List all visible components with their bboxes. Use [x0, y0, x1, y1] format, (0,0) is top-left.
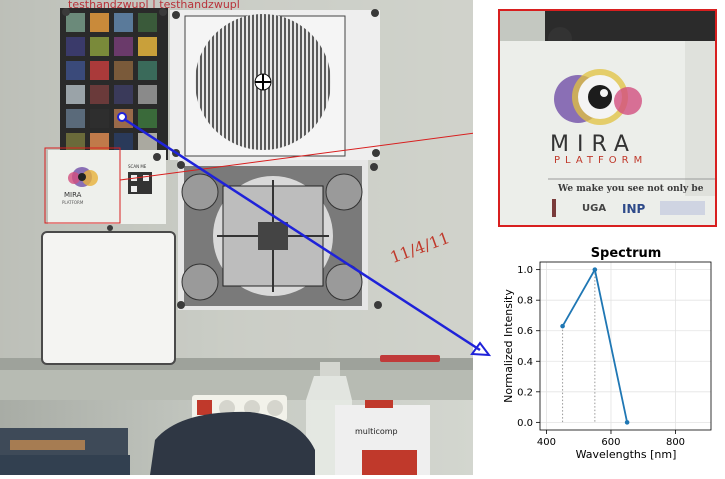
color-checker [60, 8, 168, 160]
x-tick-label: 600 [601, 437, 620, 448]
x-tick-label: 800 [666, 437, 685, 448]
color-patch [138, 61, 157, 80]
color-patch [114, 37, 133, 56]
poster-brand-bottom: PLATFORM [62, 200, 84, 205]
color-patch [66, 109, 85, 128]
spectrum-plot: Spectrum 400 600 800 0.0 0.2 0.4 0.6 0.8 1.0 Wav… [502, 246, 712, 461]
color-patch [138, 109, 157, 128]
marker-arrow-head [470, 341, 492, 357]
color-patch [90, 13, 109, 32]
resolution-test-chart [178, 160, 368, 310]
y-tick-label: 1.0 [517, 265, 533, 276]
small-whiteboard [41, 231, 176, 365]
camera-scene: testhandzwupl | testhandzwupl MIRA PLATF… [0, 0, 473, 475]
y-axis-label: Normalized Intensity [502, 289, 515, 403]
sample-point-marker[interactable] [117, 112, 127, 122]
color-patch [90, 37, 109, 56]
zoom-logo-uga: UGA [582, 203, 606, 214]
chart-title: Spectrum [591, 246, 662, 261]
zoom-logo-inp: INP [622, 202, 646, 216]
chart-grid [540, 262, 711, 430]
camera-view[interactable]: testhandzwupl | testhandzwupl MIRA PLATF… [0, 0, 473, 475]
color-patch [66, 61, 85, 80]
zoom-brand-top: MIRA [550, 132, 637, 157]
color-patch [138, 13, 157, 32]
y-tick-label: 0.2 [517, 387, 533, 398]
multicomp-box: multicomp [335, 400, 430, 475]
bag [150, 411, 315, 475]
zoom-brand-bottom: PLATFORM [554, 155, 647, 166]
color-patch [90, 61, 109, 80]
color-patch [90, 133, 109, 152]
poster-brand-top: MIRA [64, 191, 82, 199]
x-tick-label: 400 [537, 437, 556, 448]
color-patch [114, 61, 133, 80]
zoom-inset: MIRA PLATFORM We make you see not only b… [498, 9, 717, 227]
color-patch [138, 37, 157, 56]
color-patch [114, 85, 133, 104]
color-patch [138, 133, 157, 152]
data-point [592, 267, 598, 272]
color-patch [138, 85, 157, 104]
color-patch [114, 133, 133, 152]
color-patch [114, 13, 133, 32]
color-patch [66, 85, 85, 104]
y-tick-label: 0.8 [517, 296, 533, 307]
roi-box[interactable] [44, 147, 121, 224]
chart-frame [539, 261, 712, 431]
y-tick-label: 0.4 [517, 357, 533, 368]
zoom-tagline: We make you see not only be [557, 184, 704, 194]
poster-scan-label: SCAN ME [128, 164, 147, 169]
zoom-view: MIRA PLATFORM We make you see not only b… [500, 11, 715, 225]
y-tick-label: 0.0 [517, 418, 533, 429]
y-tick-label: 0.6 [517, 326, 533, 337]
box-label: multicomp [355, 427, 398, 436]
x-axis-label: Wavelengths [nm] [576, 448, 677, 461]
data-point [624, 420, 630, 425]
color-patch [66, 37, 85, 56]
data-point [560, 323, 565, 329]
color-patch [66, 13, 85, 32]
spectrum-chart: Spectrum 400 600 800 0.0 0.2 0.4 0.6 0.8 1.0 Wav… [490, 240, 725, 475]
mira-poster: MIRA PLATFORM SCAN ME [48, 150, 166, 224]
chart-series [560, 267, 630, 425]
color-patch [90, 85, 109, 104]
siemens-star-chart [170, 10, 380, 160]
color-patch [66, 133, 85, 152]
chart-ticks: 400 600 800 0.0 0.2 0.4 0.6 0.8 1.0 [517, 265, 685, 448]
marker-pen [380, 355, 440, 362]
handwriting-top: testhandzwupl | testhandzwupl [68, 0, 240, 11]
color-patch [90, 109, 109, 128]
